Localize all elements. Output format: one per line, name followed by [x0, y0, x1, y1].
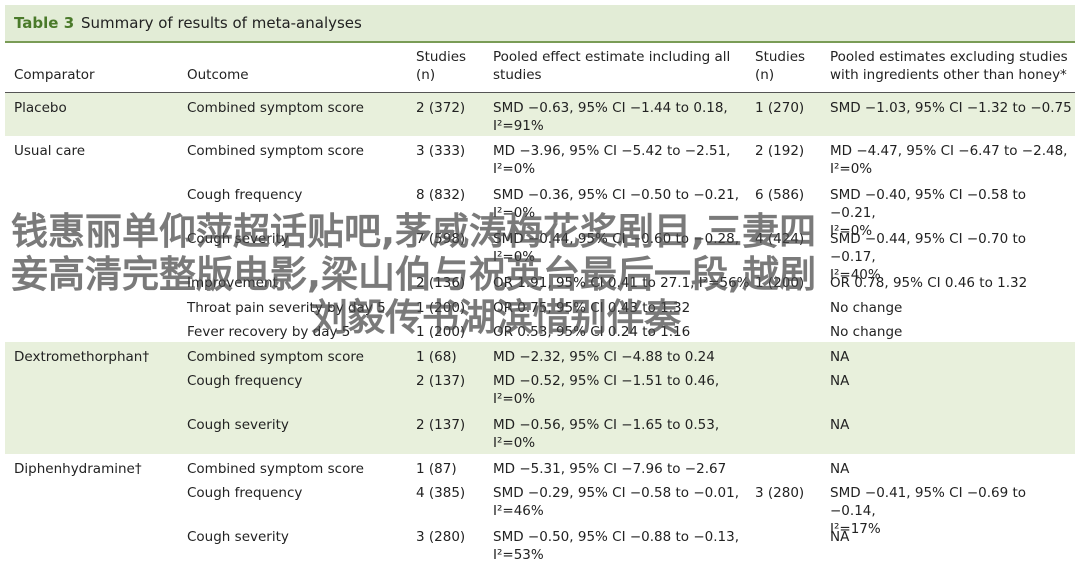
- header-pooled-all: Pooled effect estimate including all stu…: [493, 49, 731, 83]
- cell-pooled-excl: NA: [830, 373, 850, 389]
- cell-n1: 2 (372): [416, 100, 466, 116]
- cell-pooled-excl: SMD −1.03, 95% CI −1.32 to −0.75: [830, 100, 1072, 116]
- cell-pooled-all: MD −0.52, 95% CI −1.51 to 0.46, I²=0%: [493, 373, 720, 407]
- cell-pooled-excl: SMD −0.40, 95% CI −0.58 to −0.21, I²=0%: [830, 187, 1027, 239]
- cell-comparator: Diphenhydramine†: [14, 461, 142, 477]
- table-row: Improvement 2 (136) OR 1.91, 95% CI 0.41 t…: [5, 268, 1075, 293]
- cell-outcome: Combined symptom score: [187, 461, 364, 477]
- cell-n1: 1 (200): [416, 324, 466, 340]
- cell-pooled-excl: NA: [830, 461, 850, 477]
- cell-pooled-all: OR 0.75, 95% CI 0.43 to 1.32: [493, 300, 691, 316]
- cell-outcome: Throat pain severity by day 5: [187, 300, 386, 316]
- cell-pooled-excl: SMD −0.44, 95% CI −0.70 to −0.17, I²=40%: [830, 231, 1027, 283]
- cell-outcome: Cough frequency: [187, 187, 303, 203]
- cell-n1: 1 (68): [416, 349, 457, 365]
- cell-pooled-all: SMD −0.36, 95% CI −0.50 to −0.21, I²=0%: [493, 187, 740, 221]
- cell-n1: 8 (832): [416, 187, 466, 203]
- cell-comparator: Dextromethorphan†: [14, 349, 150, 365]
- cell-pooled-all: MD −2.32, 95% CI −4.88 to 0.24: [493, 349, 715, 365]
- cell-pooled-excl: NA: [830, 417, 850, 433]
- cell-n1: 1 (200): [416, 300, 466, 316]
- header-pooled-excl: Pooled estimates excluding studies with …: [830, 49, 1068, 83]
- cell-n1: 1 (87): [416, 461, 457, 477]
- cell-n2: 6 (586): [755, 187, 805, 203]
- header-studies-all: Studies (n): [416, 49, 467, 83]
- cell-pooled-all: MD −3.96, 95% CI −5.42 to −2.51, I²=0%: [493, 143, 731, 177]
- table-row: Fever recovery by day 5 1 (200) OR 0.53, 9…: [5, 317, 1075, 342]
- table-label: Table 3: [14, 14, 75, 32]
- cell-n2: 3 (280): [755, 485, 805, 501]
- cell-pooled-excl: NA: [830, 529, 850, 545]
- cell-pooled-all: MD −5.31, 95% CI −7.96 to −2.67: [493, 461, 727, 477]
- table-row: Throat pain severity by day 5 1 (200) OR 0…: [5, 293, 1075, 317]
- cell-pooled-excl: SMD −0.41, 95% CI −0.69 to −0.14, I²=17%: [830, 485, 1027, 537]
- cell-pooled-all: SMD −0.63, 95% CI −1.44 to 0.18, I²=91%: [493, 100, 728, 134]
- table-row: Cough severity 3 (280) SMD −0.50, 95% CI −…: [5, 522, 1075, 565]
- cell-n1: 2 (137): [416, 417, 466, 433]
- cell-outcome: Combined symptom score: [187, 349, 364, 365]
- cell-n1: 2 (136): [416, 275, 466, 291]
- cell-outcome: Combined symptom score: [187, 143, 364, 159]
- cell-outcome: Cough severity: [187, 231, 289, 247]
- table-row: Cough frequency 4 (385) SMD −0.29, 95% CI …: [5, 478, 1075, 537]
- table-row: Cough severity 2 (137) MD −0.56, 95% CI −1…: [5, 410, 1075, 454]
- cell-comparator: Placebo: [14, 100, 67, 116]
- cell-pooled-all: SMD −0.29, 95% CI −0.58 to −0.01, I²=46%: [493, 485, 740, 519]
- cell-pooled-excl: No change: [830, 300, 903, 316]
- cell-pooled-all: SMD −0.50, 95% CI −0.88 to −0.13, I²=53%: [493, 529, 740, 563]
- cell-n1: 7 (598): [416, 231, 466, 247]
- cell-outcome: Cough frequency: [187, 373, 303, 389]
- cell-n2: 1 (270): [755, 100, 805, 116]
- cell-n1: 2 (137): [416, 373, 466, 389]
- table-row: Cough frequency 2 (137) MD −0.52, 95% CI −…: [5, 366, 1075, 410]
- table-row: Dextromethorphan† Combined symptom score 1…: [5, 342, 1075, 366]
- cell-pooled-all: OR 1.91, 95% CI 0.41 to 27.1, I²=56%: [493, 275, 750, 291]
- header-divider: [5, 92, 1075, 93]
- cell-n1: 3 (333): [416, 143, 466, 159]
- cell-n1: 3 (280): [416, 529, 466, 545]
- table-row: Cough severity 7 (598) SMD −0.44, 95% CI −…: [5, 224, 1075, 283]
- cell-outcome: Improvement: [187, 275, 278, 291]
- header-comparator: Comparator: [14, 67, 95, 83]
- table-title: Summary of results of meta-analyses: [81, 14, 362, 32]
- cell-n1: 4 (385): [416, 485, 466, 501]
- cell-pooled-all: SMD −0.44, 95% CI −0.60 to −0.28, I²=0%: [493, 231, 740, 265]
- table-row: Diphenhydramine† Combined symptom score 1 …: [5, 454, 1075, 478]
- cell-n2: 2 (192): [755, 143, 805, 159]
- cell-pooled-excl: NA: [830, 349, 850, 365]
- cell-outcome: Cough severity: [187, 417, 289, 433]
- table-row: Cough frequency 8 (832) SMD −0.36, 95% CI …: [5, 180, 1075, 239]
- cell-pooled-excl: MD −4.47, 95% CI −6.47 to −2.48, I²=0%: [830, 143, 1068, 177]
- cell-outcome: Fever recovery by day 5: [187, 324, 351, 340]
- table-row: Usual care Combined symptom score 3 (333) M…: [5, 136, 1075, 180]
- cell-outcome: Combined symptom score: [187, 100, 364, 116]
- cell-pooled-excl: No change: [830, 324, 903, 340]
- table-title-bar: Table 3 Summary of results of meta-analy…: [5, 5, 1075, 43]
- table-container: Table 3 Summary of results of meta-analy…: [5, 5, 1075, 565]
- cell-outcome: Cough severity: [187, 529, 289, 545]
- cell-pooled-all: MD −0.56, 95% CI −1.65 to 0.53, I²=0%: [493, 417, 720, 451]
- header-studies-excl: Studies (n): [755, 49, 806, 83]
- header-outcome: Outcome: [187, 67, 249, 83]
- cell-pooled-all: OR 0.53, 95% CI 0.24 to 1.16: [493, 324, 691, 340]
- cell-n2: 4 (424): [755, 231, 805, 247]
- table-row: Placebo Combined symptom score 2 (372) SMD …: [5, 93, 1075, 136]
- cell-n2: 1 (200): [755, 275, 805, 291]
- cell-pooled-excl: OR 0.78, 95% CI 0.46 to 1.32: [830, 275, 1028, 291]
- cell-comparator: Usual care: [14, 143, 86, 159]
- cell-outcome: Cough frequency: [187, 485, 303, 501]
